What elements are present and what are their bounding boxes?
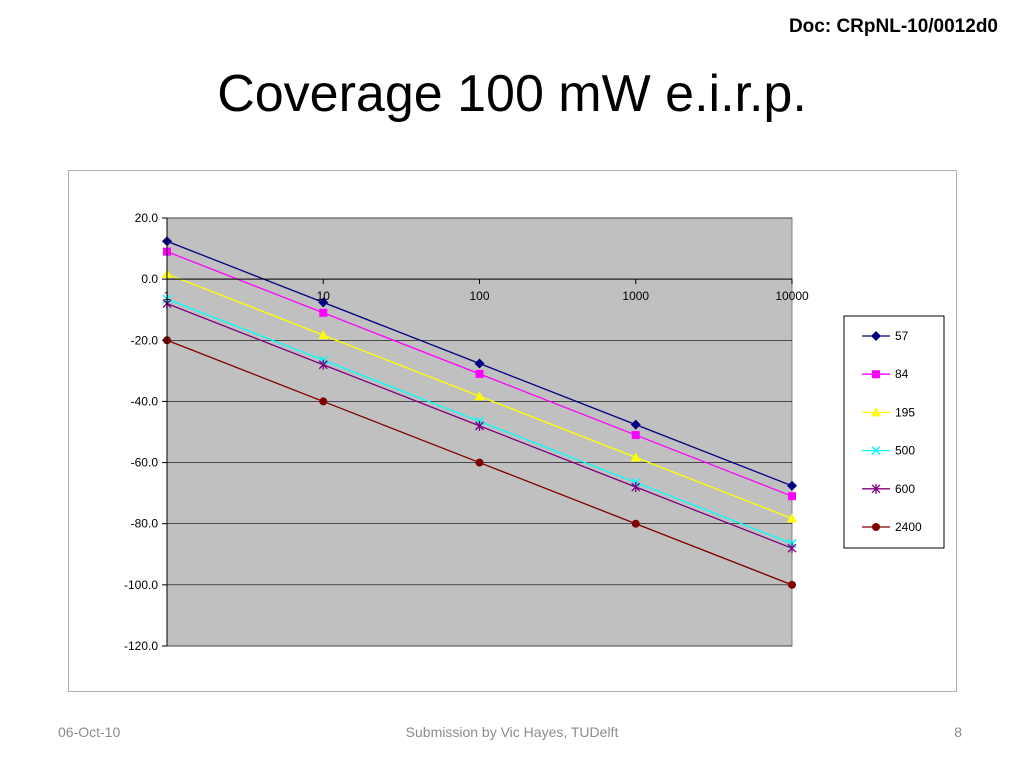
y-tick-label-0: 20.0 [135, 211, 159, 225]
y-tick-label-7: -120.0 [124, 639, 158, 653]
data-point-600-4 [787, 543, 797, 554]
legend-marker-2400 [872, 523, 880, 531]
data-point-195-4 [787, 513, 797, 523]
data-point-600-3 [631, 482, 641, 493]
footer-date: 06-Oct-10 [58, 724, 121, 740]
data-point-195-3 [630, 452, 641, 462]
footer-submission: Submission by Vic Hayes, TUDelft [405, 724, 619, 740]
y-tick-label-5: -80.0 [131, 517, 159, 531]
legend-label-600: 600 [895, 482, 915, 496]
slide-title: Coverage 100 mW e.i.r.p. [217, 65, 807, 123]
x-tick-label-4: 10000 [775, 289, 809, 303]
legend-marker-500-stroke-b [871, 446, 881, 456]
legend-entry-600: 600 [862, 482, 915, 496]
y-tick-label-4: -60.0 [131, 456, 159, 470]
x-tick-label-1: 10 [317, 289, 331, 303]
legend-entry-84: 84 [862, 367, 909, 381]
y-tick-label-6: -100.0 [124, 578, 158, 592]
legend-label-57: 57 [895, 329, 909, 343]
data-point-84-2 [475, 369, 484, 378]
data-point-2400-2 [475, 458, 484, 467]
line-chart: 20.0 0.0 -20.0 -40.0 -60.0 -80.0 -100.0 -120.0 1… [124, 211, 945, 653]
legend-label-195: 195 [895, 405, 915, 419]
data-point-2400-3 [631, 519, 640, 528]
data-point-84-4 [788, 492, 796, 501]
data-point-84-1 [319, 308, 328, 317]
data-point-57-2 [474, 358, 485, 369]
data-point-84-3 [631, 431, 640, 440]
x-tick-label-3: 1000 [622, 289, 649, 303]
legend-label-84: 84 [895, 367, 909, 381]
legend-label-2400: 2400 [895, 520, 922, 534]
plot-background [166, 217, 793, 647]
legend-marker-500 [871, 446, 881, 456]
legend-marker-84 [872, 370, 880, 379]
legend-box [843, 315, 945, 549]
plot-area [166, 217, 793, 647]
y-tick-label-3: -40.0 [131, 394, 159, 408]
legend-marker-195 [871, 407, 881, 417]
legend-marker-57 [871, 331, 881, 341]
footer-page-number: 8 [954, 724, 962, 740]
x-tick-label-2: 100 [469, 289, 489, 303]
document-reference: Doc: CRpNL-10/0012d0 [788, 16, 998, 37]
legend-entry-195: 195 [862, 405, 915, 419]
data-point-195-1 [318, 330, 329, 340]
x-tick-label-0: 1 [164, 289, 171, 303]
data-point-57-1 [318, 297, 329, 308]
data-point-600-2 [475, 420, 484, 431]
legend-entry-2400: 2400 [862, 520, 922, 534]
data-point-2400-4 [788, 580, 796, 589]
legend: 57 84 195 500 600 2400 [843, 315, 945, 549]
data-point-57-3 [630, 419, 641, 430]
legend-marker-600 [871, 483, 881, 494]
data-point-195-2 [474, 391, 485, 401]
axes: 20.0 0.0 -20.0 -40.0 -60.0 -80.0 -100.0 -120.0 1… [124, 211, 809, 653]
data-point-600-1 [318, 359, 328, 370]
data-point-57-4 [787, 480, 797, 491]
legend-entry-57: 57 [862, 329, 909, 343]
data-point-2400-1 [319, 397, 328, 406]
series-2400 [163, 336, 796, 589]
legend-entry-500: 500 [862, 444, 915, 458]
legend-label-500: 500 [895, 444, 915, 458]
y-tick-label-1: 0.0 [141, 272, 158, 286]
y-tick-label-2: -20.0 [131, 333, 159, 347]
chart-area: 20.0 0.0 -20.0 -40.0 -60.0 -80.0 -100.0 -120.0 1… [68, 170, 957, 692]
